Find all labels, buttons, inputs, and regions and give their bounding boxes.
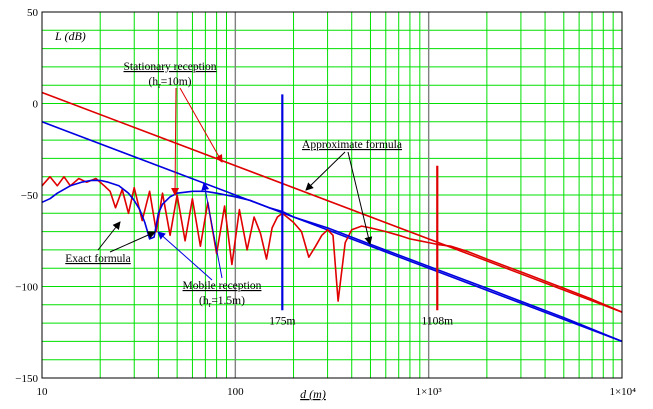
annotation-approximate: Approximate formula	[302, 139, 402, 151]
tick-labels: 10 100 1×10³ 1×10⁴ 50 0 −50 −100 −150	[15, 7, 636, 398]
y-tick-label: −150	[15, 373, 38, 385]
series-exact_mobile	[41, 179, 623, 343]
y-tick-label: 0	[33, 99, 39, 111]
series-exact_stationary	[41, 175, 623, 313]
series-approx_mobile	[41, 121, 623, 343]
svg-text:(hr=1.5m): (hr=1.5m)	[199, 295, 245, 309]
y-tick-label: 50	[27, 7, 39, 19]
x-axis-label: d (m)	[300, 387, 326, 401]
marker-label-1108m: 1108m	[422, 315, 454, 327]
arrow-mobile-lower	[157, 231, 213, 281]
annotation-stationary: Stationary reception (hr=10m)	[124, 61, 217, 90]
svg-text:Exact formula: Exact formula	[65, 253, 130, 265]
arrow-approx-blue	[347, 151, 373, 245]
arrow-stationary-upper	[179, 87, 223, 163]
y-tick-label: −50	[21, 190, 39, 202]
arrow-mobile-upper	[201, 182, 223, 279]
annotation-arrows	[97, 87, 373, 281]
svg-text:(hr=10m): (hr=10m)	[148, 76, 191, 90]
x-tick-label: 10	[37, 386, 49, 398]
arrow-approx-red	[305, 151, 346, 191]
arrow-exact-lower	[109, 231, 156, 253]
series-approx_stationary	[41, 91, 623, 313]
marker-label-175m: 175m	[269, 315, 295, 327]
arrow-stationary-lower	[171, 87, 180, 196]
annotation-mobile: Mobile reception (hr=1.5m)	[183, 280, 262, 309]
svg-text:Mobile reception: Mobile reception	[183, 280, 262, 292]
svg-text:Stationary reception: Stationary reception	[124, 61, 217, 73]
y-axis-label: L (dB)	[54, 29, 86, 43]
x-tick-label: 1×10⁴	[609, 386, 636, 398]
arrow-exact-upper	[97, 221, 121, 251]
svg-text:Approximate formula: Approximate formula	[302, 139, 402, 151]
annotation-exact: Exact formula	[65, 253, 130, 265]
marker-group: 175m 1108m	[269, 94, 453, 327]
grid	[42, 12, 622, 378]
plot-frame	[41, 11, 623, 379]
y-tick-label: −100	[15, 282, 38, 294]
x-tick-label: 100	[227, 386, 244, 398]
series-group	[41, 91, 623, 343]
x-tick-label: 1×10³	[416, 386, 443, 398]
